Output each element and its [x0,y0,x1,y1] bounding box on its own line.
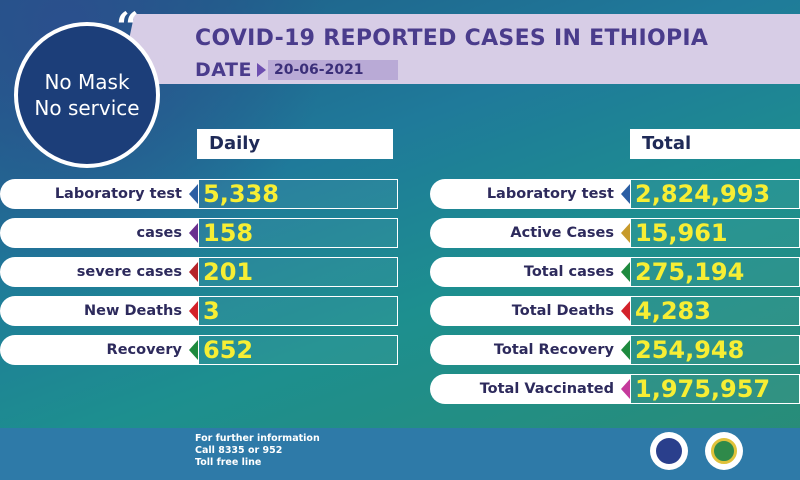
row-label: severe cases [0,257,198,287]
row-marker-icon [621,184,630,204]
badge-line-2: No service [34,96,140,120]
row-value: 5,338 [198,179,398,209]
table-row: Total Vaccinated 1,975,957 [430,374,800,404]
table-row: Total Recovery 254,948 [430,335,800,365]
row-value: 254,948 [630,335,800,365]
row-marker-icon [621,301,630,321]
table-row: Total Deaths 4,283 [430,296,800,326]
table-row: New Deaths 3 [0,296,398,326]
row-marker-icon [189,184,198,204]
row-value: 1,975,957 [630,374,800,404]
row-label: Total cases [430,257,630,287]
row-value: 15,961 [630,218,800,248]
row-label: Active Cases [430,218,630,248]
total-heading: Total [630,129,800,159]
row-label: Total Recovery [430,335,630,365]
footer-info: For further information Call 8335 or 952… [195,433,320,469]
row-marker-icon [621,223,630,243]
row-label: Total Vaccinated [430,374,630,404]
row-value: 158 [198,218,398,248]
row-marker-icon [621,379,630,399]
row-marker-icon [621,340,630,360]
table-row: severe cases 201 [0,257,398,287]
daily-heading: Daily [197,129,393,159]
date-label: DATE [195,59,252,81]
row-marker-icon [621,262,630,282]
badge-line-1: No Mask [44,70,130,94]
date-value: 20-06-2021 [268,60,398,80]
footer-line-1: For further information [195,433,320,444]
ministry-seal-icon [705,432,743,470]
row-label: Total Deaths [430,296,630,326]
header-band [145,14,800,84]
row-marker-icon [189,340,198,360]
row-label: cases [0,218,198,248]
table-row: Active Cases 15,961 [430,218,800,248]
no-mask-badge: No Mask No service [14,22,160,168]
row-value: 275,194 [630,257,800,287]
row-marker-icon [189,301,198,321]
table-row: Laboratory test 2,824,993 [430,179,800,209]
row-marker-icon [189,262,198,282]
row-value: 201 [198,257,398,287]
row-value: 652 [198,335,398,365]
row-label: New Deaths [0,296,198,326]
footer-line-2: Call 8335 or 952 [195,445,283,456]
row-marker-icon [189,223,198,243]
row-label: Recovery [0,335,198,365]
table-row: Laboratory test 5,338 [0,179,398,209]
row-value: 4,283 [630,296,800,326]
table-row: Recovery 652 [0,335,398,365]
date-arrow-icon [257,63,266,77]
row-label: Laboratory test [430,179,630,209]
row-label: Laboratory test [0,179,198,209]
org-logo-icon [650,432,688,470]
row-value: 2,824,993 [630,179,800,209]
footer-line-3: Toll free line [195,457,262,468]
row-value: 3 [198,296,398,326]
table-row: cases 158 [0,218,398,248]
page-title: COVID-19 REPORTED CASES IN ETHIOPIA [195,26,709,51]
table-row: Total cases 275,194 [430,257,800,287]
